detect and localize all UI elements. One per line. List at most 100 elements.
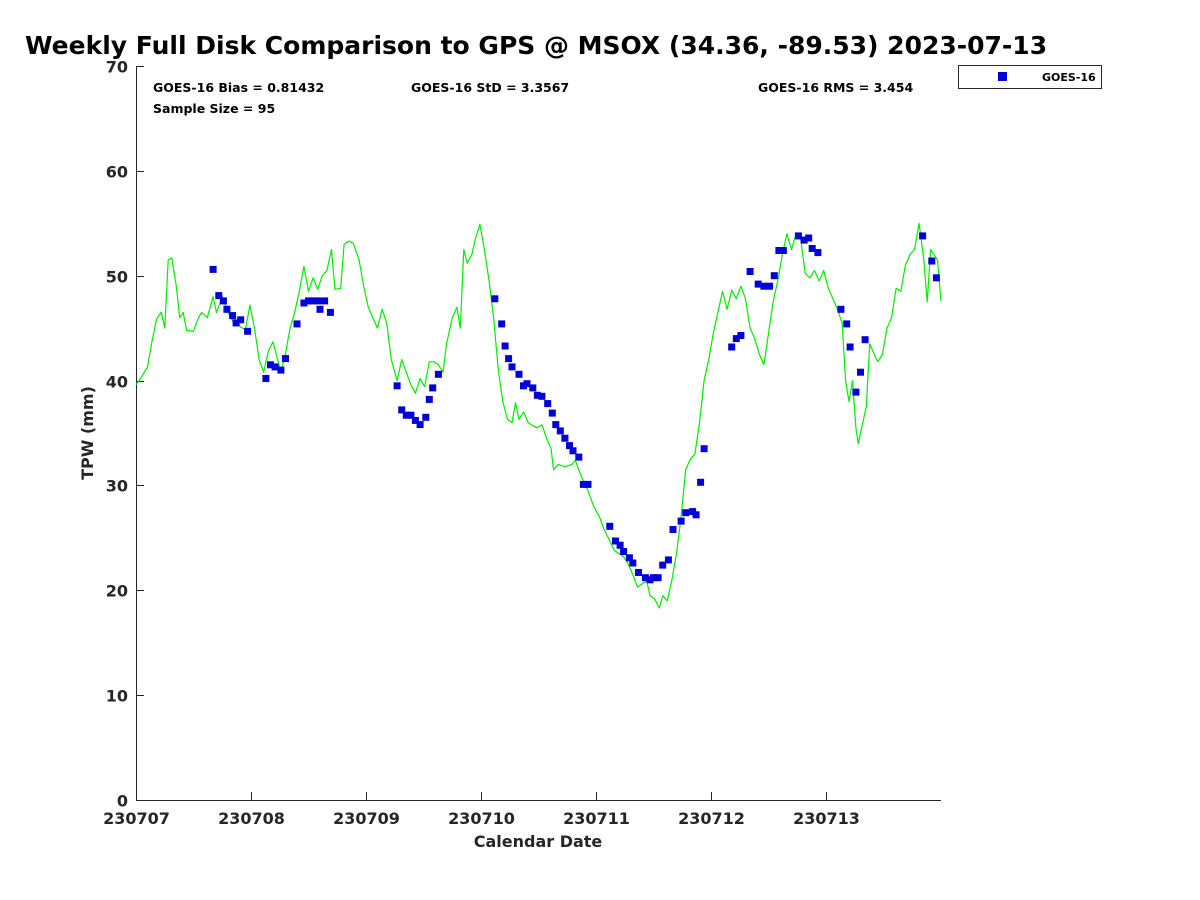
y-axis-label: TPW (mm) <box>78 386 97 480</box>
goes16-point <box>808 245 816 252</box>
goes16-point <box>805 234 813 242</box>
goes16-point <box>843 320 851 328</box>
goes16-point <box>316 305 324 313</box>
goes16-point <box>766 282 774 290</box>
legend-marker <box>998 72 1007 81</box>
goes16-point <box>422 413 430 421</box>
goes16-point <box>277 366 285 374</box>
goes16-point <box>416 421 424 429</box>
goes16-point <box>664 556 672 564</box>
x-tick-label: 230707 <box>103 809 170 828</box>
goes16-point <box>641 574 649 582</box>
goes16-point <box>620 548 628 555</box>
goes16-point <box>861 336 869 344</box>
goes16-point <box>523 380 531 388</box>
y-tick-label: 40 <box>106 373 128 392</box>
rms-stat: GOES-16 RMS = 3.454 <box>758 80 913 95</box>
goes16-point <box>566 442 573 450</box>
goes16-point <box>425 395 433 403</box>
goes16-point <box>244 327 252 335</box>
goes16-point <box>569 447 577 455</box>
goes16-point <box>814 249 822 257</box>
bias-stat: GOES-16 Bias = 0.81432 <box>153 80 324 95</box>
goes16-point <box>852 388 860 396</box>
goes16-point <box>919 232 927 240</box>
goes16-point <box>402 411 410 419</box>
goes16-point <box>314 297 322 305</box>
goes16-point <box>682 509 690 517</box>
x-axis-label: Calendar Date <box>474 832 603 851</box>
goes16-point <box>579 480 587 488</box>
goes16-point <box>754 280 762 288</box>
goes16-point <box>616 541 624 549</box>
goes16-point <box>223 305 231 313</box>
goes16-point <box>529 384 537 392</box>
goes16-point <box>434 370 442 378</box>
goes16-point <box>429 384 437 392</box>
goes16-point <box>746 268 754 275</box>
goes16-point <box>505 355 513 363</box>
goes16-point <box>700 445 708 453</box>
goes16-point <box>398 406 406 414</box>
y-tick-label: 50 <box>106 268 128 287</box>
goes16-point <box>232 319 240 327</box>
goes16-point <box>697 478 705 486</box>
goes16-point <box>650 574 657 582</box>
goes16-point <box>928 257 936 265</box>
goes16-point <box>612 537 619 545</box>
y-tick-label: 0 <box>117 792 128 811</box>
goes16-point <box>625 554 633 562</box>
goes16-point <box>548 409 556 417</box>
goes16-point <box>677 517 685 525</box>
goes16-point <box>411 416 419 424</box>
x-tick-label: 230710 <box>448 809 515 828</box>
x-tick-label: 230711 <box>563 809 630 828</box>
goes16-point <box>515 370 523 378</box>
y-tick-label: 70 <box>106 58 128 77</box>
goes16-point <box>857 368 864 376</box>
goes16-point <box>669 526 677 533</box>
goes16-point <box>575 453 583 461</box>
goes16-point <box>800 236 808 244</box>
goes16-point <box>282 355 289 363</box>
goes16-point <box>659 561 667 569</box>
goes16-point <box>932 274 940 282</box>
goes16-point <box>393 382 401 390</box>
goes16-point <box>498 320 506 328</box>
goes16-series <box>209 232 940 584</box>
goes16-point <box>732 335 740 343</box>
goes16-point <box>293 320 301 328</box>
stats-annotations: GOES-16 Bias = 0.81432 Sample Size = 95 … <box>153 80 913 116</box>
legend-box <box>958 65 1102 89</box>
goes16-point <box>271 363 279 371</box>
goes16-point <box>305 297 312 305</box>
goes16-point <box>491 295 499 303</box>
goes16-point <box>737 332 745 339</box>
goes16-point <box>501 342 509 350</box>
goes16-point <box>794 232 802 240</box>
x-ticks: 230707 230708 230709 230710 230711 230712 2307… <box>103 792 860 828</box>
goes16-point <box>326 308 334 316</box>
x-tick-label: 230709 <box>333 809 400 828</box>
goes16-point <box>584 480 592 488</box>
chart-title: Weekly Full Disk Comparison to GPS @ MSO… <box>25 31 1047 60</box>
goes16-point <box>556 427 564 435</box>
goes16-point <box>635 569 642 576</box>
goes16-point <box>262 375 270 382</box>
goes16-point <box>219 297 227 305</box>
goes16-point <box>209 265 217 273</box>
plot-area: 0 10 20 30 40 50 60 70 230707 230708 230709 230710… <box>103 58 942 828</box>
y-ticks: 0 10 20 30 40 50 60 70 <box>106 58 144 811</box>
y-tick-label: 10 <box>106 687 128 706</box>
gps-series <box>135 222 942 609</box>
goes16-point <box>407 411 415 419</box>
goes16-point <box>846 343 854 351</box>
goes16-point <box>215 292 223 300</box>
x-tick-label: 230712 <box>678 809 745 828</box>
goes16-point <box>508 363 516 371</box>
std-stat: GOES-16 StD = 3.3567 <box>411 80 569 95</box>
goes16-point <box>544 400 552 408</box>
goes16-point <box>692 511 700 519</box>
goes16-point <box>533 391 541 399</box>
